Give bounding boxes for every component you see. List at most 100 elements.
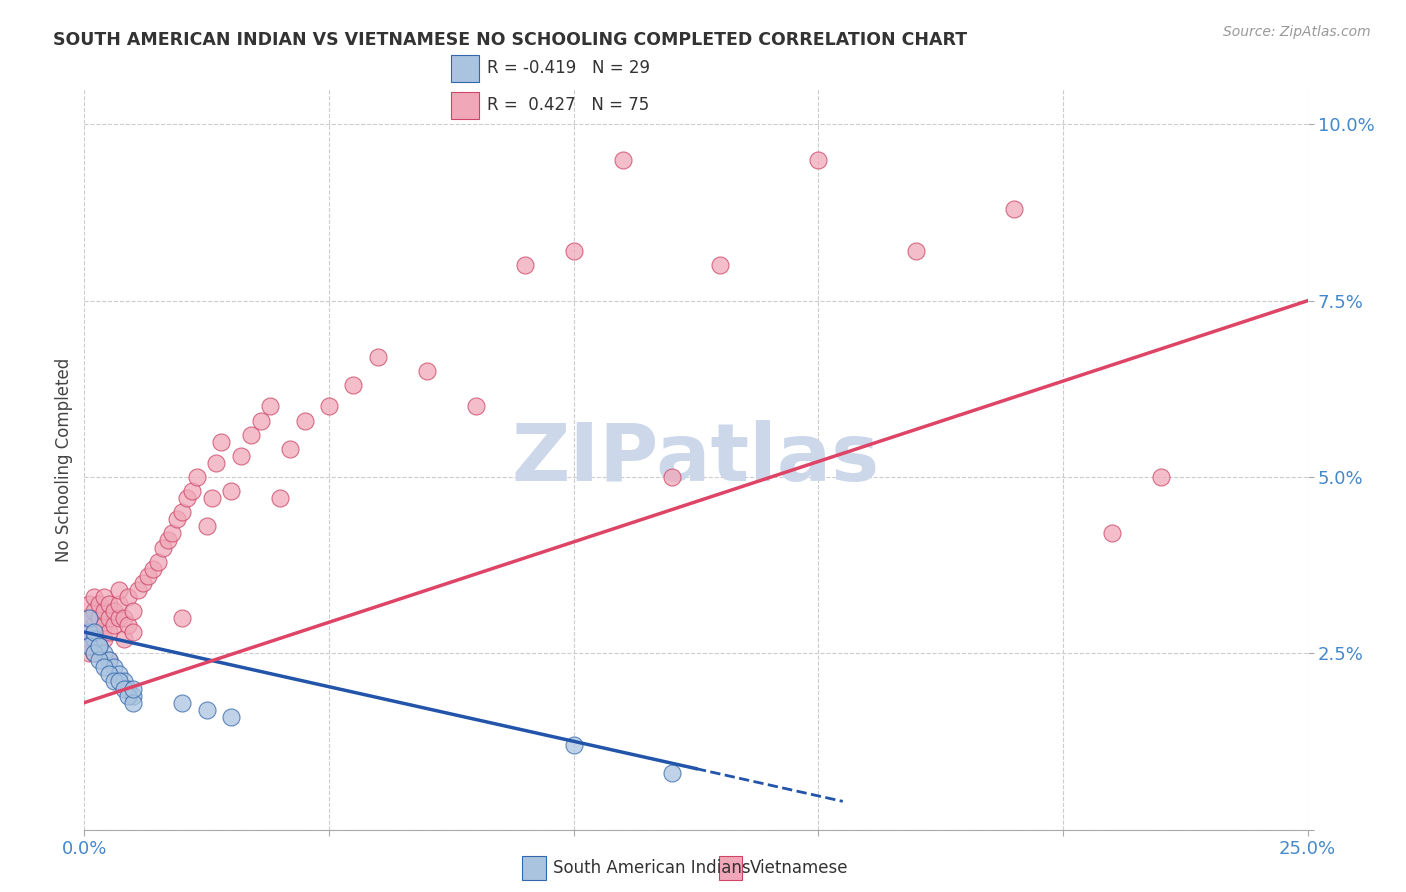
Point (416, 364, 439, 378)
Text: ZIPatlas: ZIPatlas (512, 420, 880, 499)
Point (77, 625, 100, 640)
Point (97, 653, 120, 667)
Point (107, 611, 129, 625)
Point (195, 703, 218, 717)
Point (661, 766, 683, 780)
Point (122, 681, 145, 696)
Point (367, 350, 389, 364)
Point (1150, 470, 1173, 484)
Point (132, 575, 155, 590)
Point (83, 625, 105, 640)
Point (87, 625, 110, 640)
Point (136, 568, 159, 582)
Point (112, 632, 135, 647)
Text: Vietnamese: Vietnamese (751, 859, 849, 877)
Point (122, 696, 145, 710)
Text: R = -0.419   N = 29: R = -0.419 N = 29 (486, 60, 650, 78)
Point (107, 582, 129, 597)
Point (103, 674, 125, 689)
Point (562, 738, 585, 752)
Point (1002, 202, 1025, 216)
Point (87, 639, 110, 653)
Point (97, 625, 120, 640)
Point (112, 681, 135, 696)
Point (513, 259, 536, 273)
Point (162, 526, 184, 541)
Point (249, 414, 271, 428)
Point (77, 639, 100, 653)
Point (107, 597, 129, 611)
Bar (718, 856, 742, 880)
Point (77, 639, 100, 653)
Point (103, 618, 125, 632)
Point (117, 689, 139, 703)
Point (87, 653, 110, 667)
Point (73, 611, 96, 625)
Point (142, 562, 165, 576)
Point (77, 646, 100, 660)
Point (156, 533, 179, 548)
Point (117, 590, 139, 604)
Point (83, 590, 105, 604)
Point (186, 470, 208, 484)
Point (219, 484, 242, 499)
Point (87, 639, 110, 653)
Point (294, 414, 316, 428)
Point (93, 590, 115, 604)
Point (117, 618, 139, 632)
Point (83, 618, 105, 632)
Point (112, 611, 135, 625)
Point (1101, 526, 1123, 541)
Point (181, 484, 204, 499)
Point (93, 660, 115, 674)
Point (83, 646, 105, 660)
Y-axis label: No Schooling Completed: No Schooling Completed (55, 358, 73, 561)
Point (77, 597, 100, 611)
Point (87, 639, 110, 653)
Point (103, 604, 125, 618)
Point (562, 244, 585, 259)
Point (709, 259, 731, 273)
Point (97, 653, 120, 667)
Point (259, 400, 281, 414)
Point (122, 689, 145, 703)
Point (661, 470, 683, 484)
Point (87, 597, 110, 611)
Point (97, 597, 120, 611)
Point (905, 244, 928, 259)
Point (112, 674, 135, 689)
Point (83, 632, 105, 647)
Text: SOUTH AMERICAN INDIAN VS VIETNAMESE NO SCHOOLING COMPLETED CORRELATION CHART: SOUTH AMERICAN INDIAN VS VIETNAMESE NO S… (53, 31, 967, 49)
Point (83, 604, 105, 618)
Point (107, 674, 129, 689)
Point (464, 400, 486, 414)
Bar (451, 54, 478, 82)
Text: R =  0.427   N = 75: R = 0.427 N = 75 (486, 95, 650, 114)
Point (87, 611, 110, 625)
Point (93, 604, 115, 618)
Point (219, 710, 242, 724)
Point (77, 611, 100, 625)
Point (239, 427, 262, 442)
Point (172, 611, 194, 625)
Point (127, 582, 149, 597)
Point (176, 491, 198, 505)
Bar (522, 856, 546, 880)
Point (269, 491, 291, 505)
Bar (451, 92, 478, 120)
Point (172, 696, 194, 710)
Point (97, 611, 120, 625)
Point (117, 681, 139, 696)
Point (172, 505, 194, 519)
Point (229, 449, 252, 463)
Text: Source: ZipAtlas.com: Source: ZipAtlas.com (1223, 25, 1371, 39)
Point (93, 632, 115, 647)
Point (93, 646, 115, 660)
Point (107, 667, 129, 681)
Point (200, 491, 222, 505)
Point (83, 646, 105, 660)
Point (612, 153, 634, 167)
Point (205, 456, 228, 470)
Point (318, 400, 340, 414)
Point (83, 632, 105, 647)
